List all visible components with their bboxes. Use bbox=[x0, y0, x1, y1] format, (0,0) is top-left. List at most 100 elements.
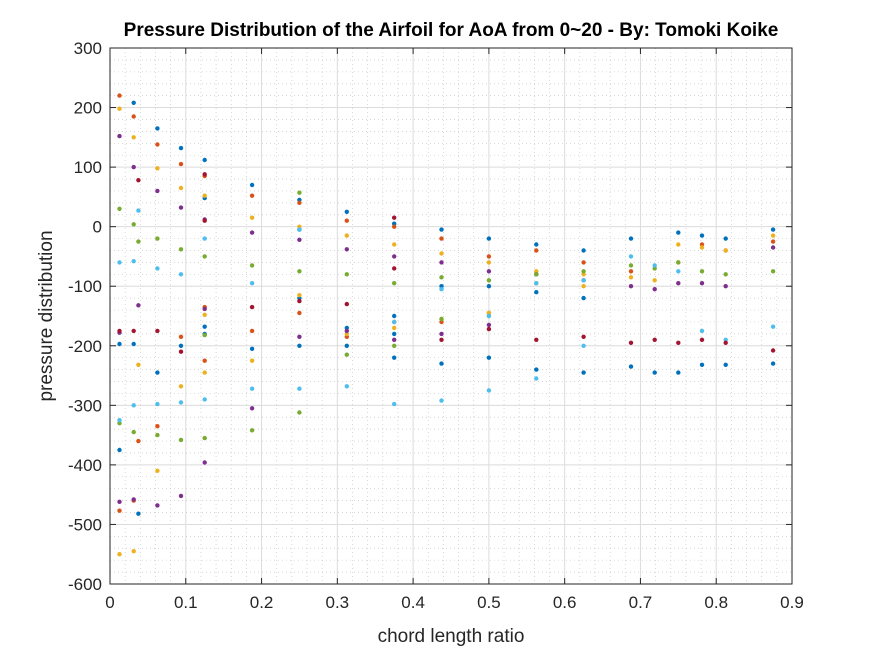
y-tick-label: -200 bbox=[68, 337, 102, 356]
data-point bbox=[439, 331, 444, 337]
data-point bbox=[178, 384, 184, 389]
data-point bbox=[392, 355, 397, 360]
data-point bbox=[699, 233, 705, 238]
data-point bbox=[676, 260, 681, 265]
data-point bbox=[117, 447, 122, 453]
data-point bbox=[344, 384, 349, 389]
data-point bbox=[699, 328, 705, 334]
data-point bbox=[178, 400, 184, 405]
data-point bbox=[155, 126, 160, 131]
data-point bbox=[131, 114, 136, 119]
data-point bbox=[486, 254, 492, 259]
data-point bbox=[117, 499, 122, 504]
data-point bbox=[699, 362, 705, 367]
y-tick-label: -300 bbox=[68, 396, 102, 415]
x-tick-label: 0 bbox=[105, 593, 114, 612]
data-point bbox=[249, 406, 255, 411]
data-point bbox=[581, 278, 586, 283]
data-point bbox=[344, 209, 349, 214]
data-point bbox=[628, 275, 634, 280]
data-point bbox=[723, 284, 728, 289]
data-point bbox=[723, 362, 728, 367]
data-point bbox=[136, 178, 141, 183]
data-point bbox=[770, 269, 776, 274]
data-point bbox=[202, 236, 207, 241]
data-point bbox=[131, 259, 136, 264]
data-point bbox=[249, 182, 255, 188]
data-point bbox=[652, 337, 657, 342]
data-point bbox=[439, 275, 444, 280]
data-point bbox=[297, 237, 302, 242]
data-point bbox=[581, 343, 586, 348]
data-point bbox=[392, 224, 397, 229]
data-point bbox=[628, 254, 634, 259]
data-point bbox=[581, 284, 586, 289]
data-point bbox=[699, 337, 705, 342]
data-point bbox=[344, 352, 349, 357]
chart-title: Pressure Distribution of the Airfoil for… bbox=[124, 20, 779, 41]
data-point bbox=[581, 269, 586, 274]
data-point bbox=[439, 398, 444, 403]
data-point bbox=[136, 438, 141, 444]
plot-area bbox=[110, 48, 792, 584]
data-point bbox=[534, 376, 539, 381]
x-tick-label: 0.6 bbox=[553, 593, 577, 612]
data-point bbox=[131, 403, 136, 408]
data-point bbox=[628, 364, 634, 369]
data-point bbox=[136, 208, 141, 213]
x-tick-label: 0.7 bbox=[629, 593, 653, 612]
data-point bbox=[392, 331, 397, 337]
data-point bbox=[439, 251, 444, 256]
data-point bbox=[297, 200, 302, 205]
y-tick-label: -100 bbox=[68, 277, 102, 296]
data-point bbox=[178, 493, 184, 499]
data-point bbox=[534, 248, 539, 253]
data-point bbox=[439, 361, 444, 366]
data-point bbox=[178, 185, 184, 191]
data-point bbox=[344, 218, 349, 223]
data-point bbox=[344, 328, 349, 334]
x-tick-label: 0.5 bbox=[477, 593, 501, 612]
data-point bbox=[117, 133, 122, 139]
data-point bbox=[344, 343, 349, 348]
data-point bbox=[652, 287, 657, 292]
x-tick-label: 0.9 bbox=[780, 593, 804, 612]
data-point bbox=[249, 193, 255, 198]
data-point bbox=[392, 337, 397, 342]
data-point bbox=[344, 247, 349, 252]
data-point bbox=[136, 303, 141, 308]
data-point bbox=[131, 549, 136, 554]
data-point bbox=[486, 284, 492, 289]
data-point bbox=[178, 145, 184, 151]
data-point bbox=[392, 319, 397, 325]
data-point bbox=[534, 242, 539, 247]
data-point bbox=[439, 287, 444, 292]
data-point bbox=[155, 432, 160, 438]
data-point bbox=[392, 401, 397, 407]
data-point bbox=[581, 248, 586, 253]
data-point bbox=[486, 326, 492, 332]
data-point bbox=[723, 236, 728, 241]
data-point bbox=[178, 161, 184, 167]
data-point bbox=[202, 460, 207, 465]
data-point bbox=[581, 334, 586, 339]
data-point bbox=[131, 135, 136, 140]
data-point bbox=[676, 269, 681, 274]
data-point bbox=[344, 301, 349, 307]
data-point bbox=[723, 340, 728, 345]
data-point bbox=[131, 100, 136, 106]
data-points bbox=[117, 93, 776, 557]
data-point bbox=[676, 370, 681, 375]
data-point bbox=[770, 348, 776, 353]
data-point bbox=[392, 215, 397, 220]
data-point bbox=[628, 284, 634, 289]
data-point bbox=[202, 370, 207, 375]
data-point bbox=[178, 247, 184, 252]
y-axis-ticks: 300 200 100 0 -100 -200 -300 -400 -500 -600 bbox=[68, 39, 792, 594]
data-point bbox=[676, 340, 681, 345]
data-point bbox=[486, 313, 492, 319]
data-point bbox=[117, 508, 122, 513]
data-point bbox=[534, 337, 539, 342]
